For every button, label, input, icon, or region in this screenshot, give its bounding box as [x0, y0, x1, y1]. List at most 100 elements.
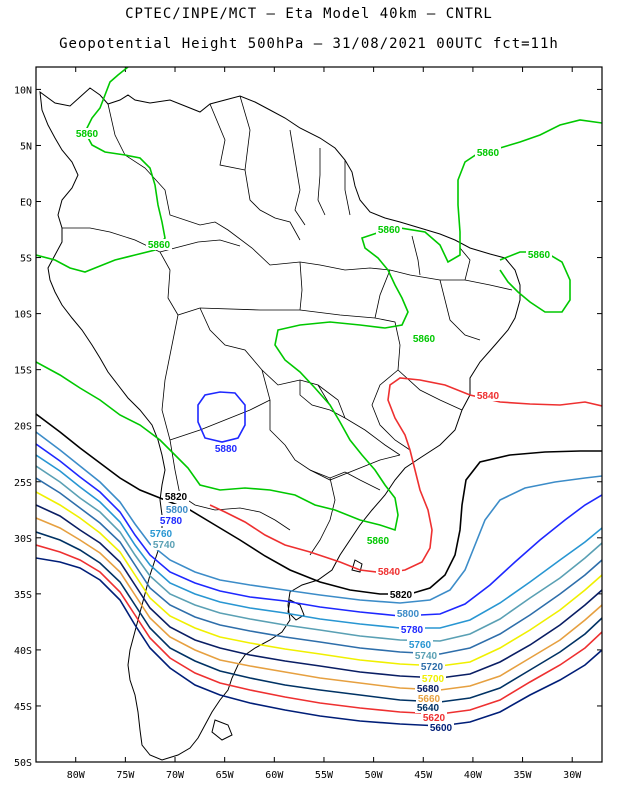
contour-label: 5760 — [150, 529, 173, 540]
lat-tick-label: 50S — [14, 758, 32, 769]
contour-label: 5820 — [390, 590, 413, 601]
contour-label-bg — [428, 722, 454, 733]
lon-tick-label: 55W — [315, 770, 334, 781]
lat-tick-label: 30S — [14, 534, 32, 545]
lon-tick-label: 35W — [514, 770, 533, 781]
lon-tick-label: 70W — [166, 770, 185, 781]
lat-tick-label: 45S — [14, 702, 32, 713]
lat-tick-label: 10S — [14, 310, 32, 321]
contour-label-bg — [164, 504, 190, 515]
contour-label: 5680 — [417, 684, 440, 695]
contour-5640 — [36, 531, 602, 703]
contour-5700 — [36, 491, 602, 667]
chart-title: CPTEC/INPE/MCT – Eta Model 40km – CNTRL — [125, 6, 493, 22]
contour-label: 5860 — [378, 225, 401, 236]
lon-tick-label: 60W — [265, 770, 284, 781]
contour-label: 5660 — [418, 694, 441, 705]
contour-5860-northeast — [499, 251, 571, 313]
axis-ticks: 10N 5N EQ 5S 10S 15S 20S 25S 30S 35S 40S 45S 50S 80W 7… — [14, 67, 602, 781]
lon-tick-label: 65W — [216, 770, 235, 781]
contour-5800 — [36, 431, 602, 604]
contour-label: 5740 — [153, 540, 176, 551]
contour-label-bg — [376, 224, 402, 235]
contour-label-bg — [146, 239, 172, 250]
contour-label: 5720 — [421, 662, 444, 673]
contour-label-bg — [388, 589, 414, 600]
lon-tick-label: 50W — [365, 770, 384, 781]
contour-label-bg — [411, 333, 437, 344]
contour-label-bg — [158, 515, 184, 526]
contour-label-bg — [421, 712, 447, 723]
lat-tick-label: 35S — [14, 590, 32, 601]
contour-label-bg — [415, 702, 441, 713]
contour-label-bg — [419, 661, 445, 672]
contour-5680 — [36, 504, 602, 679]
contour-label-bg — [399, 624, 425, 635]
contour-label: 5780 — [160, 516, 183, 527]
lat-tick-label: 40S — [14, 646, 32, 657]
contour-label: 5860 — [367, 536, 390, 547]
contour-label-bg — [475, 390, 501, 401]
contour-5740 — [36, 465, 602, 642]
contour-label-bg — [526, 249, 552, 260]
contour-label: 5840 — [378, 567, 401, 578]
contour-label-bg — [148, 528, 174, 539]
lon-tick-label: 40W — [464, 770, 483, 781]
contour-label-bg — [413, 650, 439, 661]
contour-label-bg — [163, 491, 189, 502]
coastline — [39, 87, 521, 761]
contour-5600 — [36, 557, 602, 727]
chart-subtitle: Geopotential Height 500hPa – 31/08/2021 … — [59, 36, 559, 52]
plot-frame — [35, 66, 603, 763]
contour-5860-north — [36, 67, 166, 273]
contour-label-bg — [395, 608, 421, 619]
contour-label-bg — [415, 683, 441, 694]
contour-label-bg — [376, 566, 402, 577]
contour-5880 — [197, 391, 246, 443]
contour-label: 5800 — [397, 609, 420, 620]
contour-label-bg — [365, 535, 391, 546]
contour-label: 5600 — [430, 723, 453, 734]
contour-label: 5880 — [215, 444, 238, 455]
contour-labels: 5860 5860 5860 5860 5860 5860 5860 5880 5840 5840… — [74, 128, 552, 734]
contour-label: 5740 — [415, 651, 438, 662]
contour-label-bg — [475, 147, 501, 158]
contour-label-bg — [74, 128, 100, 139]
contour-label: 5620 — [423, 713, 446, 724]
lat-tick-label: 20S — [14, 422, 32, 433]
country-borders — [62, 95, 513, 556]
lon-tick-label: 75W — [116, 770, 135, 781]
contour-label-bg — [151, 539, 177, 550]
contour-label: 5860 — [528, 250, 551, 261]
contour-label: 5640 — [417, 703, 440, 714]
lat-tick-label: 15S — [14, 366, 32, 377]
lon-tick-label: 80W — [67, 770, 86, 781]
lat-tick-label: 25S — [14, 478, 32, 489]
contour-label-bg — [407, 639, 433, 650]
contour-5620 — [36, 544, 602, 715]
contour-5720 — [36, 477, 602, 655]
contour-label: 5860 — [148, 240, 171, 251]
contour-label-bg — [420, 673, 446, 684]
contour-5660 — [36, 517, 602, 691]
contour-label: 5860 — [477, 148, 500, 159]
lon-tick-label: 45W — [414, 770, 433, 781]
contour-5760 — [36, 454, 602, 629]
contour-label-bg — [416, 693, 442, 704]
contour-5780 — [36, 443, 602, 617]
contour-label: 5780 — [401, 625, 424, 636]
contour-label: 5860 — [413, 334, 436, 345]
lat-tick-label: 10N — [14, 85, 32, 96]
contour-label: 5860 — [76, 129, 99, 140]
lat-tick-label: EQ — [20, 198, 32, 209]
contour-label: 5760 — [409, 640, 432, 651]
contour-5860-west — [36, 119, 602, 532]
lat-tick-label: 5N — [20, 141, 32, 152]
contour-5840-south — [209, 377, 602, 574]
lon-tick-label: 30W — [563, 770, 582, 781]
contour-label-bg — [213, 443, 239, 454]
contour-label: 5840 — [477, 391, 500, 402]
lat-tick-label: 5S — [20, 254, 32, 265]
contour-label: 5700 — [422, 674, 445, 685]
